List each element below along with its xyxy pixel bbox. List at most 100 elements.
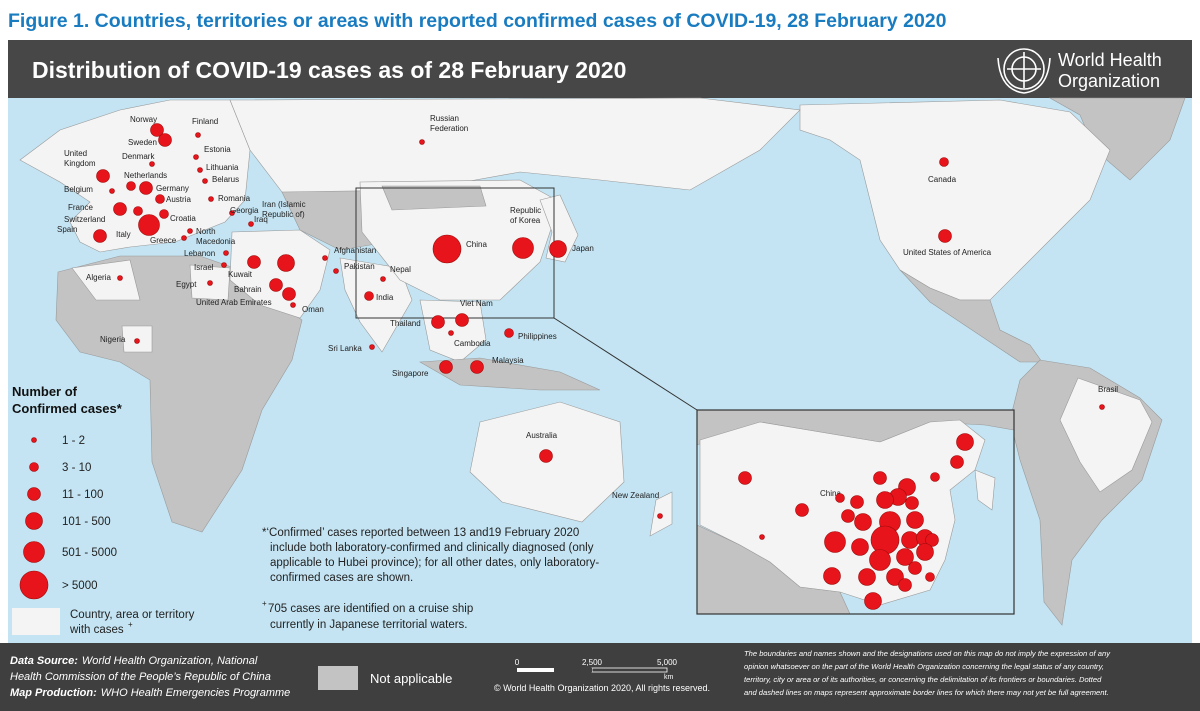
location-label-line: New Zealand [612,491,659,500]
inset-bubble [908,561,922,575]
location-label: Australia [526,431,558,440]
inset-bubble [835,493,845,503]
location-label-line: Belgium [64,185,93,194]
header-title: Distribution of COVID-19 cases as of 28 … [32,57,626,83]
location-label: Malaysia [492,356,524,365]
location-label-line: Russian [430,114,459,123]
location-label-line: Macedonia [196,237,236,246]
inset-bubble [795,503,809,517]
land [19,97,1186,626]
location-label-line: United [64,149,87,158]
location-label: Nepal [390,265,411,274]
inset-bubble [906,511,924,529]
case-bubble [369,344,375,350]
location-label-line: Bahrain [234,285,262,294]
note: include both laboratory-confirmed and cl… [270,542,594,554]
who-logo [997,48,1051,94]
location-label-line: Malaysia [492,356,524,365]
inset-bubble [858,568,876,586]
location-label: China [466,240,487,249]
location-label-line: Germany [156,184,189,193]
inset-bubble [823,567,841,585]
location-label-line: Croatia [170,214,196,223]
legend-area-sup: + [128,620,133,629]
inset-bubble [901,531,919,549]
production: Map Production: WHO Health Emergencies Pr… [10,687,290,699]
inset-bubble [925,572,935,582]
inset-bubble [850,495,864,509]
case-bubble [512,237,534,259]
location-label: Lithuania [206,163,239,172]
note: confirmed cases are shown. [270,572,413,584]
data-source-text: World Health Organization, National [82,655,258,667]
case-bubble [155,194,165,204]
case-bubble [207,280,213,286]
location-label: Oman [302,305,324,314]
location-label-line: Australia [526,431,558,440]
location-label: Japan [572,244,594,253]
case-bubble [269,278,283,292]
location-label-line: Romania [218,194,251,203]
inset-bubble [876,491,894,509]
inset-bubble [930,472,940,482]
location-label-line: Estonia [204,145,231,154]
location-label: Romania [218,194,251,203]
location-label: Greece [150,236,177,245]
legend-swatch [25,512,43,530]
location-label: Sweden [128,138,157,147]
location-label-line: Sri Lanka [328,344,362,353]
case-bubble [139,181,153,195]
location-label-line: Nepal [390,265,411,274]
case-bubble [290,302,296,308]
legend-area-label: Country, area or territory [70,609,195,621]
location-label-line: Singapore [392,369,429,378]
disclaimer: opinion whatsoever on the part of the Wo… [744,662,1104,671]
legend-label: > 5000 [62,580,98,592]
note-sup: + [262,599,267,608]
location-label: Lebanon [184,249,215,258]
inset-bubble [869,549,891,571]
not-applicable-swatch [318,666,358,690]
location-label: Switzerland [64,215,105,224]
case-bubble [229,210,235,216]
disclaimer: and dashed lines on maps represent appro… [744,688,1109,697]
inset-bubble [905,496,919,510]
inset-land [974,469,996,511]
case-bubble [149,161,155,167]
location-label-line: Georgia [230,206,259,215]
case-bubble [504,328,514,338]
location-label-line: Kuwait [228,270,253,279]
location-label: United Kingdom [64,149,96,168]
location-label-line: Spain [57,225,77,234]
case-bubble [133,206,143,216]
case-bubble [202,178,208,184]
inset-bubble [759,534,765,540]
case-bubble [364,291,374,301]
inset-bubble [925,533,939,547]
location-label: Finland [192,117,218,126]
location-label-line: Belarus [212,175,239,184]
case-bubble [431,315,445,329]
case-bubble [470,360,484,374]
scale-bar [517,667,668,673]
legend-label: 101 - 500 [62,516,111,528]
case-bubble [657,513,663,519]
location-label: Philippines [518,332,557,341]
location-label: New Zealand [612,491,659,500]
note: applicable to Hubei province); for all o… [270,557,599,569]
case-bubble [126,181,136,191]
location-label: Egypt [176,280,197,289]
case-bubble [322,255,328,261]
location-label: Belarus [212,175,239,184]
location-label-line: of Korea [510,216,541,225]
location-label-line: Pakistan [344,262,375,271]
location-label: Georgia [230,206,259,215]
location-label: Pakistan [344,262,375,271]
legend-swatch [29,462,39,472]
location-label: Spain [57,225,77,234]
location-label-line: Oman [302,305,324,314]
case-bubble [158,133,172,147]
scale-label: 5,000 [657,658,678,667]
inset: China [696,409,1015,615]
copyright: © World Health Organization 2020, All ri… [494,683,710,693]
